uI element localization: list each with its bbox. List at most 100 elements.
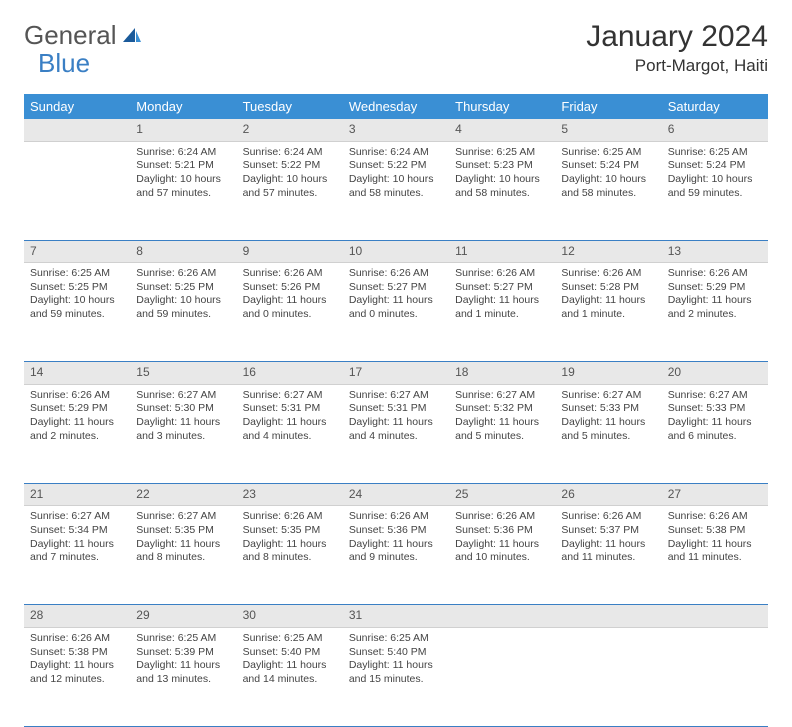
sunrise-text: Sunrise: 6:26 AM bbox=[243, 267, 337, 281]
daylight-text: Daylight: 11 hours bbox=[561, 416, 655, 430]
weekday-header: Thursday bbox=[449, 94, 555, 119]
daylight-text: and 7 minutes. bbox=[30, 551, 124, 565]
location: Port-Margot, Haiti bbox=[586, 56, 768, 76]
day-cell: Sunrise: 6:26 AMSunset: 5:38 PMDaylight:… bbox=[662, 506, 768, 605]
day-number: 9 bbox=[237, 240, 343, 263]
month-title: January 2024 bbox=[586, 20, 768, 54]
sunrise-text: Sunrise: 6:25 AM bbox=[243, 632, 337, 646]
logo: General bbox=[24, 20, 143, 51]
sunset-text: Sunset: 5:36 PM bbox=[349, 524, 443, 538]
sunset-text: Sunset: 5:21 PM bbox=[136, 159, 230, 173]
sunset-text: Sunset: 5:23 PM bbox=[455, 159, 549, 173]
day-number: 17 bbox=[343, 362, 449, 385]
sunrise-text: Sunrise: 6:24 AM bbox=[243, 146, 337, 160]
sunset-text: Sunset: 5:38 PM bbox=[30, 646, 124, 660]
day-number bbox=[662, 605, 768, 628]
day-content-row: Sunrise: 6:26 AMSunset: 5:29 PMDaylight:… bbox=[24, 384, 768, 483]
sunset-text: Sunset: 5:39 PM bbox=[136, 646, 230, 660]
day-cell: Sunrise: 6:26 AMSunset: 5:35 PMDaylight:… bbox=[237, 506, 343, 605]
day-cell: Sunrise: 6:26 AMSunset: 5:27 PMDaylight:… bbox=[343, 263, 449, 362]
sunset-text: Sunset: 5:29 PM bbox=[30, 402, 124, 416]
weekday-header: Wednesday bbox=[343, 94, 449, 119]
daylight-text: Daylight: 11 hours bbox=[243, 416, 337, 430]
day-cell: Sunrise: 6:27 AMSunset: 5:32 PMDaylight:… bbox=[449, 384, 555, 483]
day-cell: Sunrise: 6:25 AMSunset: 5:25 PMDaylight:… bbox=[24, 263, 130, 362]
sunset-text: Sunset: 5:32 PM bbox=[455, 402, 549, 416]
day-cell: Sunrise: 6:25 AMSunset: 5:40 PMDaylight:… bbox=[237, 627, 343, 726]
daylight-text: and 13 minutes. bbox=[136, 673, 230, 687]
daylight-text: Daylight: 11 hours bbox=[136, 659, 230, 673]
day-cell: Sunrise: 6:27 AMSunset: 5:31 PMDaylight:… bbox=[343, 384, 449, 483]
daylight-text: and 57 minutes. bbox=[136, 187, 230, 201]
day-number: 1 bbox=[130, 119, 236, 141]
sunset-text: Sunset: 5:38 PM bbox=[668, 524, 762, 538]
day-cell: Sunrise: 6:26 AMSunset: 5:27 PMDaylight:… bbox=[449, 263, 555, 362]
sunset-text: Sunset: 5:24 PM bbox=[668, 159, 762, 173]
sunrise-text: Sunrise: 6:27 AM bbox=[349, 389, 443, 403]
day-cell: Sunrise: 6:26 AMSunset: 5:28 PMDaylight:… bbox=[555, 263, 661, 362]
day-number: 22 bbox=[130, 483, 236, 506]
day-number: 24 bbox=[343, 483, 449, 506]
sunrise-text: Sunrise: 6:27 AM bbox=[668, 389, 762, 403]
daylight-text: Daylight: 10 hours bbox=[349, 173, 443, 187]
sunset-text: Sunset: 5:34 PM bbox=[30, 524, 124, 538]
weekday-header: Sunday bbox=[24, 94, 130, 119]
daylight-text: Daylight: 11 hours bbox=[455, 416, 549, 430]
daylight-text: Daylight: 11 hours bbox=[243, 294, 337, 308]
sunset-text: Sunset: 5:27 PM bbox=[349, 281, 443, 295]
sunrise-text: Sunrise: 6:26 AM bbox=[349, 510, 443, 524]
day-number: 27 bbox=[662, 483, 768, 506]
calendar-body: 123456 Sunrise: 6:24 AM Sunset: 5:21 PM Day… bbox=[24, 119, 768, 726]
sunset-text: Sunset: 5:25 PM bbox=[30, 281, 124, 295]
title-block: January 2024 Port-Margot, Haiti bbox=[586, 20, 768, 76]
day-number-row: 123456 bbox=[24, 119, 768, 141]
day-number: 3 bbox=[343, 119, 449, 141]
day-number bbox=[449, 605, 555, 628]
sunrise-text: Sunrise: 6:26 AM bbox=[668, 510, 762, 524]
daylight-text: Daylight: 11 hours bbox=[136, 416, 230, 430]
day-number-row: 21222324252627 bbox=[24, 483, 768, 506]
daylight-text: Daylight: 11 hours bbox=[668, 416, 762, 430]
daylight-text: Daylight: 11 hours bbox=[455, 294, 549, 308]
day-cell bbox=[555, 627, 661, 726]
daylight-text: and 57 minutes. bbox=[243, 187, 337, 201]
daylight-text: and 14 minutes. bbox=[243, 673, 337, 687]
daylight-text: Daylight: 11 hours bbox=[136, 538, 230, 552]
sunrise-text: Sunrise: 6:25 AM bbox=[561, 146, 655, 160]
day-number: 2 bbox=[237, 119, 343, 141]
day-number: 19 bbox=[555, 362, 661, 385]
day-number-row: 78910111213 bbox=[24, 240, 768, 263]
sunset-text: Sunset: 5:22 PM bbox=[243, 159, 337, 173]
sunset-text: Sunset: 5:29 PM bbox=[668, 281, 762, 295]
sunset-text: Sunset: 5:40 PM bbox=[349, 646, 443, 660]
daylight-text: Daylight: 11 hours bbox=[349, 416, 443, 430]
day-cell: Sunrise: 6:26 AMSunset: 5:37 PMDaylight:… bbox=[555, 506, 661, 605]
day-number: 14 bbox=[24, 362, 130, 385]
calendar-header-row: SundayMondayTuesdayWednesdayThursdayFrid… bbox=[24, 94, 768, 119]
daylight-text: and 0 minutes. bbox=[349, 308, 443, 322]
daylight-text: and 58 minutes. bbox=[561, 187, 655, 201]
day-cell bbox=[662, 627, 768, 726]
daylight-text: Daylight: 11 hours bbox=[30, 538, 124, 552]
sunrise-text: Sunrise: 6:26 AM bbox=[668, 267, 762, 281]
day-number: 5 bbox=[555, 119, 661, 141]
day-cell: Sunrise: 6:27 AMSunset: 5:30 PMDaylight:… bbox=[130, 384, 236, 483]
sunset-text: Sunset: 5:25 PM bbox=[136, 281, 230, 295]
daylight-text: and 8 minutes. bbox=[136, 551, 230, 565]
sunrise-text: Sunrise: 6:25 AM bbox=[668, 146, 762, 160]
daylight-text: Daylight: 11 hours bbox=[668, 294, 762, 308]
daylight-text: Daylight: 11 hours bbox=[561, 538, 655, 552]
day-cell: Sunrise: 6:26 AMSunset: 5:38 PMDaylight:… bbox=[24, 627, 130, 726]
sunset-text: Sunset: 5:22 PM bbox=[349, 159, 443, 173]
sunset-text: Sunset: 5:37 PM bbox=[561, 524, 655, 538]
day-cell: Sunrise: 6:26 AMSunset: 5:29 PMDaylight:… bbox=[24, 384, 130, 483]
sunset-text: Sunset: 5:30 PM bbox=[136, 402, 230, 416]
sunrise-text: Sunrise: 6:27 AM bbox=[30, 510, 124, 524]
daylight-text: and 0 minutes. bbox=[243, 308, 337, 322]
day-number: 6 bbox=[662, 119, 768, 141]
day-cell: Sunrise: 6:25 AMSunset: 5:39 PMDaylight:… bbox=[130, 627, 236, 726]
daylight-text: and 1 minute. bbox=[455, 308, 549, 322]
daylight-text: and 6 minutes. bbox=[668, 430, 762, 444]
daylight-text: Daylight: 10 hours bbox=[561, 173, 655, 187]
day-content-row: Sunrise: 6:26 AMSunset: 5:38 PMDaylight:… bbox=[24, 627, 768, 726]
